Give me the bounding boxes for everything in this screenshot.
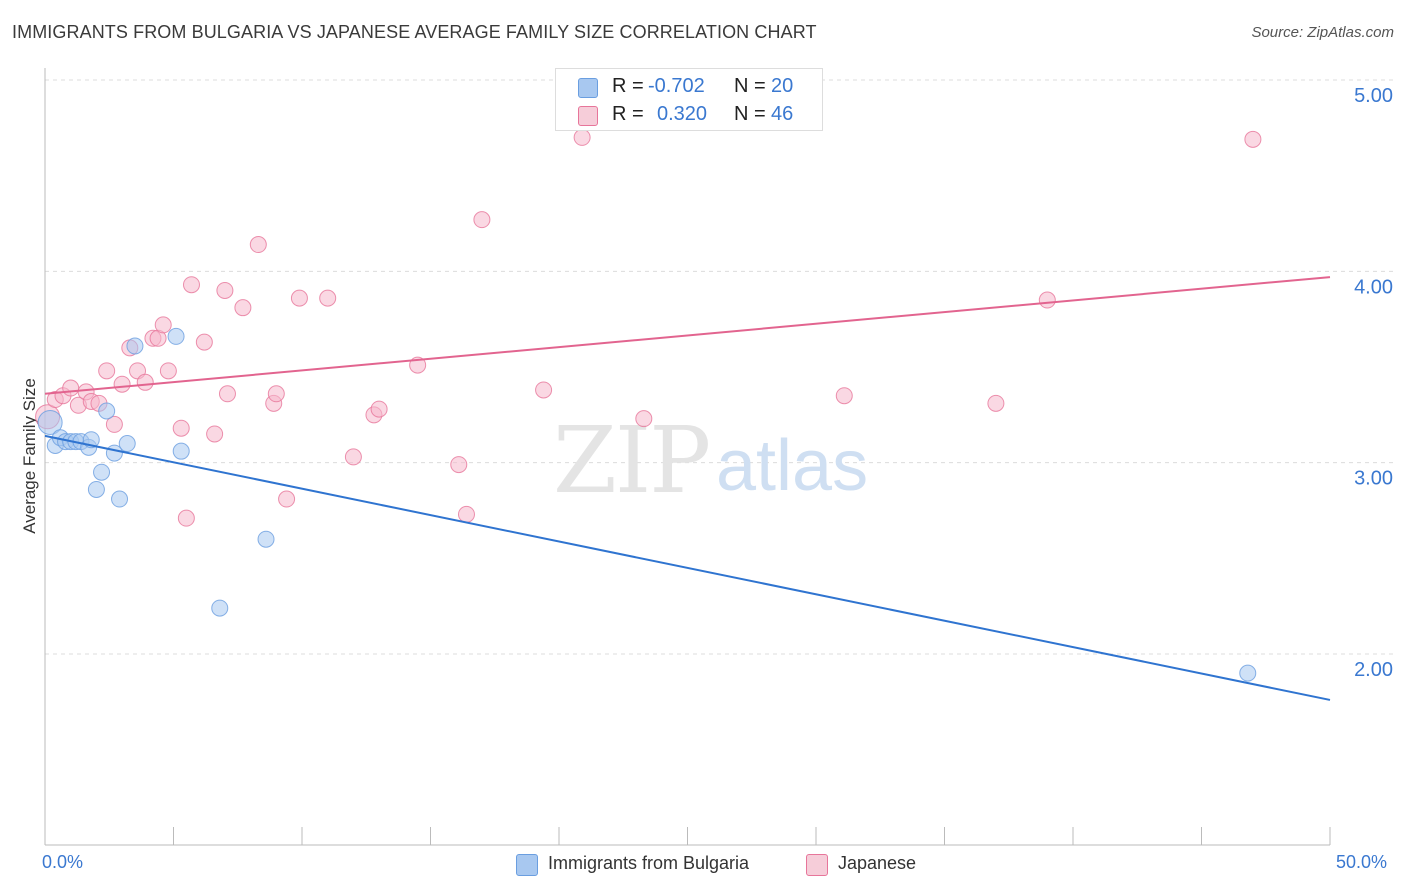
legend-swatch-bulgaria <box>578 78 598 98</box>
trend-layer <box>44 276 1331 701</box>
legend-row-bulgaria: R = -0.702 N = 20 <box>556 73 822 101</box>
data-point <box>111 490 129 508</box>
data-point <box>98 362 116 380</box>
data-point <box>172 442 190 460</box>
data-point <box>267 385 285 403</box>
axes <box>44 68 1331 846</box>
legend-row-japanese: R = 0.320 N = 46 <box>556 101 822 129</box>
data-point <box>290 289 308 307</box>
bottom-legend-label-bulgaria: Immigrants from Bulgaria <box>548 853 750 873</box>
data-point <box>319 289 337 307</box>
data-point <box>450 456 468 474</box>
y-tick-label: 3.00 <box>1354 468 1393 490</box>
data-point <box>87 480 105 498</box>
data-point <box>835 387 853 405</box>
y-tick-labels: 2.00 3.00 4.00 5.00 <box>1354 85 1393 681</box>
watermark: ZIP atlas <box>553 407 868 514</box>
data-point <box>535 381 553 399</box>
data-point <box>218 385 236 403</box>
grid-lines <box>45 79 1394 655</box>
data-point <box>159 362 177 380</box>
data-point <box>62 379 80 397</box>
data-point <box>457 505 475 523</box>
data-point <box>98 402 116 420</box>
watermark-atlas: atlas <box>716 426 868 506</box>
trend-line-bulgaria <box>44 434 1331 701</box>
data-point <box>249 236 267 254</box>
legend-r-value: -0.702 <box>648 75 705 97</box>
watermark-zip: ZIP <box>553 407 709 514</box>
bottom-legend-swatch-bulgaria <box>516 854 538 876</box>
data-point <box>206 425 224 443</box>
correlation-legend: R = -0.702 N = 20 R = 0.320 N = 46 <box>555 68 823 131</box>
data-point <box>234 299 252 317</box>
data-point <box>216 281 234 299</box>
data-point <box>136 373 154 391</box>
data-point <box>257 530 275 548</box>
data-point <box>167 327 185 345</box>
data-point <box>987 394 1005 412</box>
data-point <box>278 490 296 508</box>
data-point <box>1038 291 1056 309</box>
data-point <box>473 211 491 229</box>
data-point <box>118 435 136 453</box>
data-point <box>370 400 388 418</box>
legend-r-value: 0.320 <box>657 103 708 125</box>
chart-title: IMMIGRANTS FROM BULGARIA VS JAPANESE AVE… <box>12 22 817 42</box>
x-tick-label-min: 0.0% <box>42 852 84 872</box>
bottom-legend-label-japanese: Japanese <box>838 853 917 873</box>
data-point <box>154 316 172 334</box>
data-point <box>37 409 63 435</box>
legend-r-label: R = <box>612 75 644 97</box>
data-point <box>635 410 653 428</box>
data-point <box>126 337 144 355</box>
data-point <box>1239 664 1257 682</box>
data-point <box>182 276 200 294</box>
series-layer <box>35 128 1262 682</box>
series-japanese <box>35 128 1262 527</box>
legend-n-value: 46 <box>771 103 794 125</box>
data-point <box>172 419 190 437</box>
legend-n-label: N = <box>734 103 766 125</box>
legend-n-label: N = <box>734 75 766 97</box>
data-point <box>195 333 213 351</box>
legend-swatch-japanese <box>578 106 598 126</box>
data-point <box>1244 130 1262 148</box>
legend-n-value: 20 <box>771 75 794 97</box>
bottom-legend-swatch-japanese <box>806 854 828 876</box>
x-tick-label-max: 50.0% <box>1336 852 1388 872</box>
data-point <box>105 415 123 433</box>
data-point <box>113 375 131 393</box>
data-point <box>573 128 591 146</box>
y-tick-label: 5.00 <box>1354 85 1393 107</box>
data-point <box>93 463 111 481</box>
data-point <box>211 599 229 617</box>
y-tick-label: 2.00 <box>1354 659 1393 681</box>
source-label: Source: ZipAtlas.com <box>1251 24 1394 41</box>
data-point <box>344 448 362 466</box>
legend-r-label: R = <box>612 103 644 125</box>
y-tick-label: 4.00 <box>1354 276 1393 298</box>
trend-line-japanese <box>44 276 1331 395</box>
data-point <box>177 509 195 527</box>
